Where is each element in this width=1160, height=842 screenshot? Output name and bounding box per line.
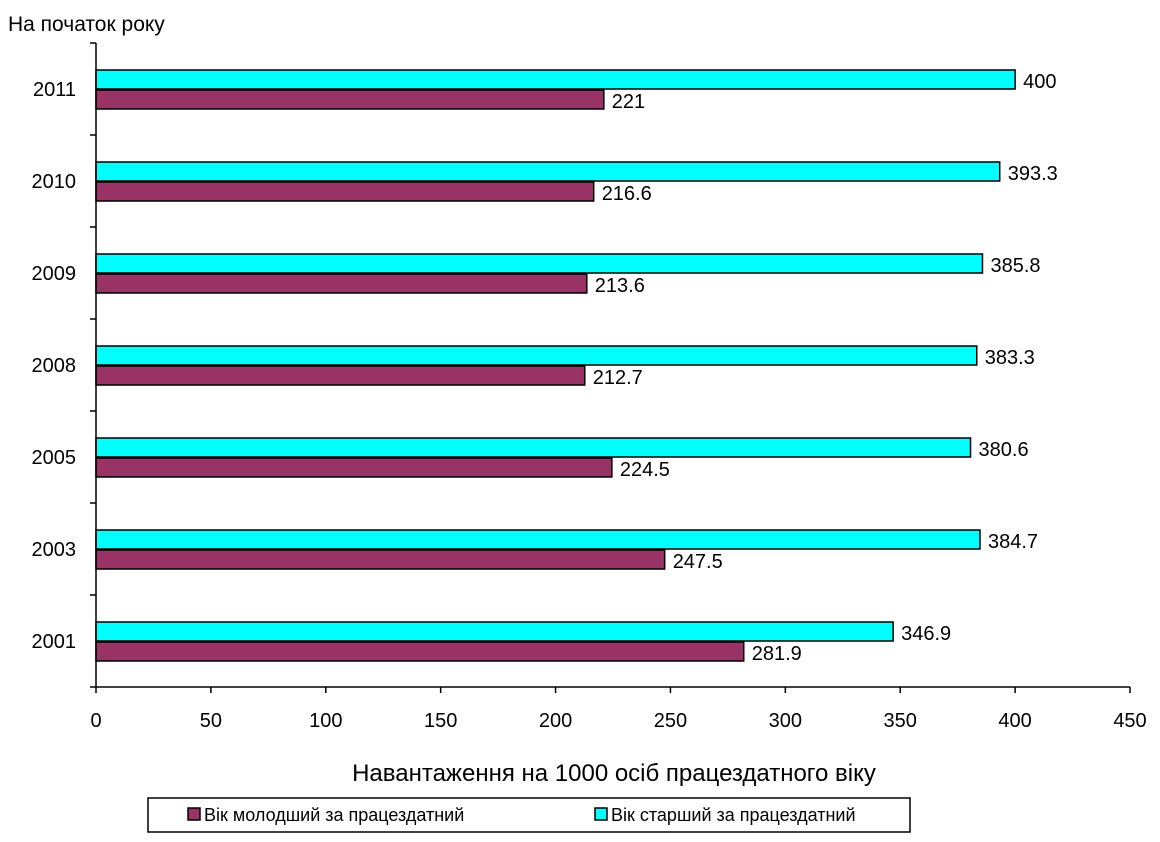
bar-older-2003 <box>95 529 981 550</box>
data-label-younger-2003: 247.5 <box>673 551 723 573</box>
bar-younger-2003 <box>95 549 666 570</box>
legend-swatch-older <box>594 807 608 821</box>
y-tick-label-2005: 2005 <box>32 447 77 469</box>
x-tick-label-200: 200 <box>539 710 572 732</box>
bar-younger-2011 <box>95 89 605 110</box>
x-tick-label-350: 350 <box>884 710 917 732</box>
x-tick-label-250: 250 <box>654 710 687 732</box>
data-label-older-2009: 385.8 <box>990 255 1040 277</box>
x-tick-label-50: 50 <box>200 710 222 732</box>
bar-older-2008 <box>95 345 978 366</box>
y-tick-label-2011: 2011 <box>33 79 76 101</box>
data-label-older-2010: 393.3 <box>1008 163 1058 185</box>
bar-younger-2010 <box>95 181 595 202</box>
bar-older-2010 <box>95 161 1001 182</box>
data-label-older-2005: 380.6 <box>979 439 1029 461</box>
legend: Вік молодший за працездатний Вік старший … <box>147 797 911 833</box>
data-labels-layer: 346.9 281.9 384.7 247.5 380.6 224.5 383.3 212.7… <box>593 71 1058 665</box>
bar-younger-2005 <box>95 457 613 478</box>
x-tick-label-450: 450 <box>1113 710 1146 732</box>
legend-box <box>147 797 911 833</box>
x-axis-title: Навантаження на 1000 осіб працездатного … <box>352 760 876 787</box>
legend-label-older: Вік старший за працездатний <box>611 805 856 825</box>
data-label-older-2011: 400 <box>1023 71 1056 93</box>
x-tick-label-400: 400 <box>998 710 1031 732</box>
y-tick-label-2001: 2001 <box>32 631 77 653</box>
data-label-older-2008: 383.3 <box>985 347 1035 369</box>
bars-layer <box>95 69 1016 662</box>
data-label-younger-2005: 224.5 <box>620 459 670 481</box>
bar-younger-2009 <box>95 273 588 294</box>
x-tick-label-150: 150 <box>424 710 457 732</box>
bar-older-2005 <box>95 437 972 458</box>
bar-younger-2001 <box>95 641 745 662</box>
x-tick-label-300: 300 <box>769 710 802 732</box>
x-tick-label-0: 0 <box>90 710 101 732</box>
bar-younger-2008 <box>95 365 586 386</box>
legend-label-younger: Вік молодший за працездатний <box>204 805 464 825</box>
y-tick-label-2010: 2010 <box>32 171 77 193</box>
data-label-older-2003: 384.7 <box>988 531 1038 553</box>
data-label-younger-2011: 221 <box>612 91 645 113</box>
y-tick-label-2009: 2009 <box>32 263 77 285</box>
y-tick-label-2003: 2003 <box>32 539 77 561</box>
x-tick-label-100: 100 <box>309 710 342 732</box>
bar-older-2011 <box>95 69 1016 90</box>
data-label-younger-2001: 281.9 <box>752 643 802 665</box>
bar-older-2001 <box>95 621 894 642</box>
data-label-older-2001: 346.9 <box>901 623 951 645</box>
y-tick-label-2008: 2008 <box>32 355 77 377</box>
axes-layer: 2001 2003 2005 2008 2009 2010 2011 0 50 100 150 200… <box>32 42 1147 732</box>
data-label-younger-2009: 213.6 <box>595 275 645 297</box>
data-label-younger-2010: 216.6 <box>602 183 652 205</box>
y-axis-title: На початок року <box>8 13 165 36</box>
legend-swatch-younger <box>187 807 201 821</box>
bar-older-2009 <box>95 253 984 274</box>
data-label-younger-2008: 212.7 <box>593 367 643 389</box>
